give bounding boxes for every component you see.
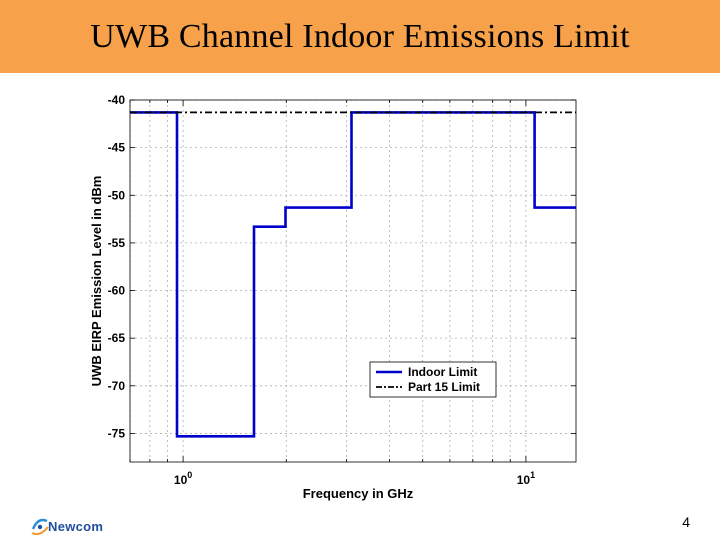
- newcom-swirl-icon: [31, 518, 49, 536]
- title-bar: UWB Channel Indoor Emissions Limit: [0, 0, 720, 73]
- slide-title: UWB Channel Indoor Emissions Limit: [90, 17, 630, 55]
- y-axis-label: UWB EIRP Emission Level in dBm: [89, 176, 104, 387]
- plot-frame: [129, 99, 577, 463]
- page-number: 4: [682, 514, 690, 530]
- legend-box: [369, 361, 497, 398]
- legend-label: Part 15 Limit: [408, 380, 480, 394]
- y-tick-label: -70: [108, 379, 126, 393]
- y-tick-label: -45: [108, 141, 126, 155]
- y-tick-label: -50: [108, 188, 126, 202]
- x-tick-label: 100: [174, 470, 192, 487]
- y-tick-label: -55: [108, 236, 126, 250]
- logo-text: Newcom: [48, 519, 104, 534]
- x-axis-label: Frequency in GHz: [303, 486, 414, 501]
- y-tick-label: -40: [108, 93, 126, 107]
- y-tick-label: -65: [108, 331, 126, 345]
- y-tick-label: -60: [108, 284, 126, 298]
- series-line-indoor-limit: [130, 111, 576, 438]
- y-tick-label: -75: [108, 426, 126, 440]
- legend-label: Indoor Limit: [408, 365, 477, 379]
- newcom-logo: Newcom: [30, 515, 104, 541]
- x-tick-label: 101: [517, 470, 535, 487]
